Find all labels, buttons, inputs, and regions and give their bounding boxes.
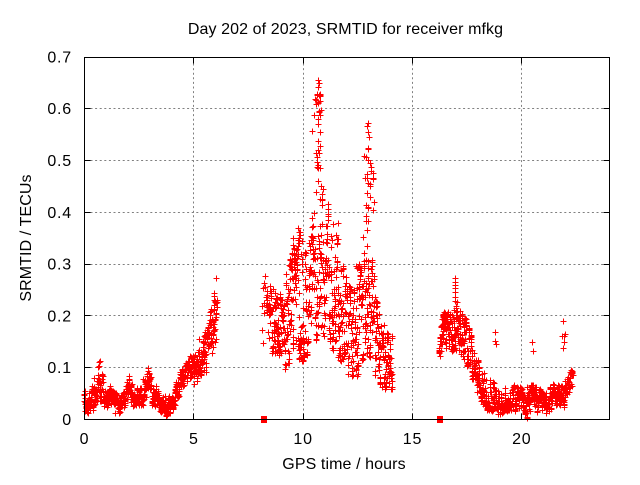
- svg-text:SRMTID / TECUs: SRMTID / TECUs: [18, 174, 35, 301]
- svg-text:5: 5: [189, 431, 199, 448]
- svg-text:0.1: 0.1: [47, 360, 72, 377]
- svg-text:0.2: 0.2: [47, 308, 72, 325]
- svg-text:10: 10: [293, 431, 312, 448]
- svg-text:15: 15: [403, 431, 422, 448]
- svg-text:0.5: 0.5: [47, 153, 72, 170]
- svg-text:Day 202 of 2023, SRMTID for re: Day 202 of 2023, SRMTID for receiver mfk…: [188, 21, 503, 38]
- svg-text:0.4: 0.4: [47, 205, 72, 222]
- svg-text:0.6: 0.6: [47, 101, 72, 118]
- svg-text:0: 0: [80, 431, 90, 448]
- svg-text:GPS time / hours: GPS time / hours: [282, 456, 405, 473]
- svg-text:20: 20: [512, 431, 531, 448]
- svg-text:0.3: 0.3: [47, 257, 72, 274]
- svg-text:0: 0: [62, 412, 72, 429]
- svg-text:0.7: 0.7: [47, 49, 72, 66]
